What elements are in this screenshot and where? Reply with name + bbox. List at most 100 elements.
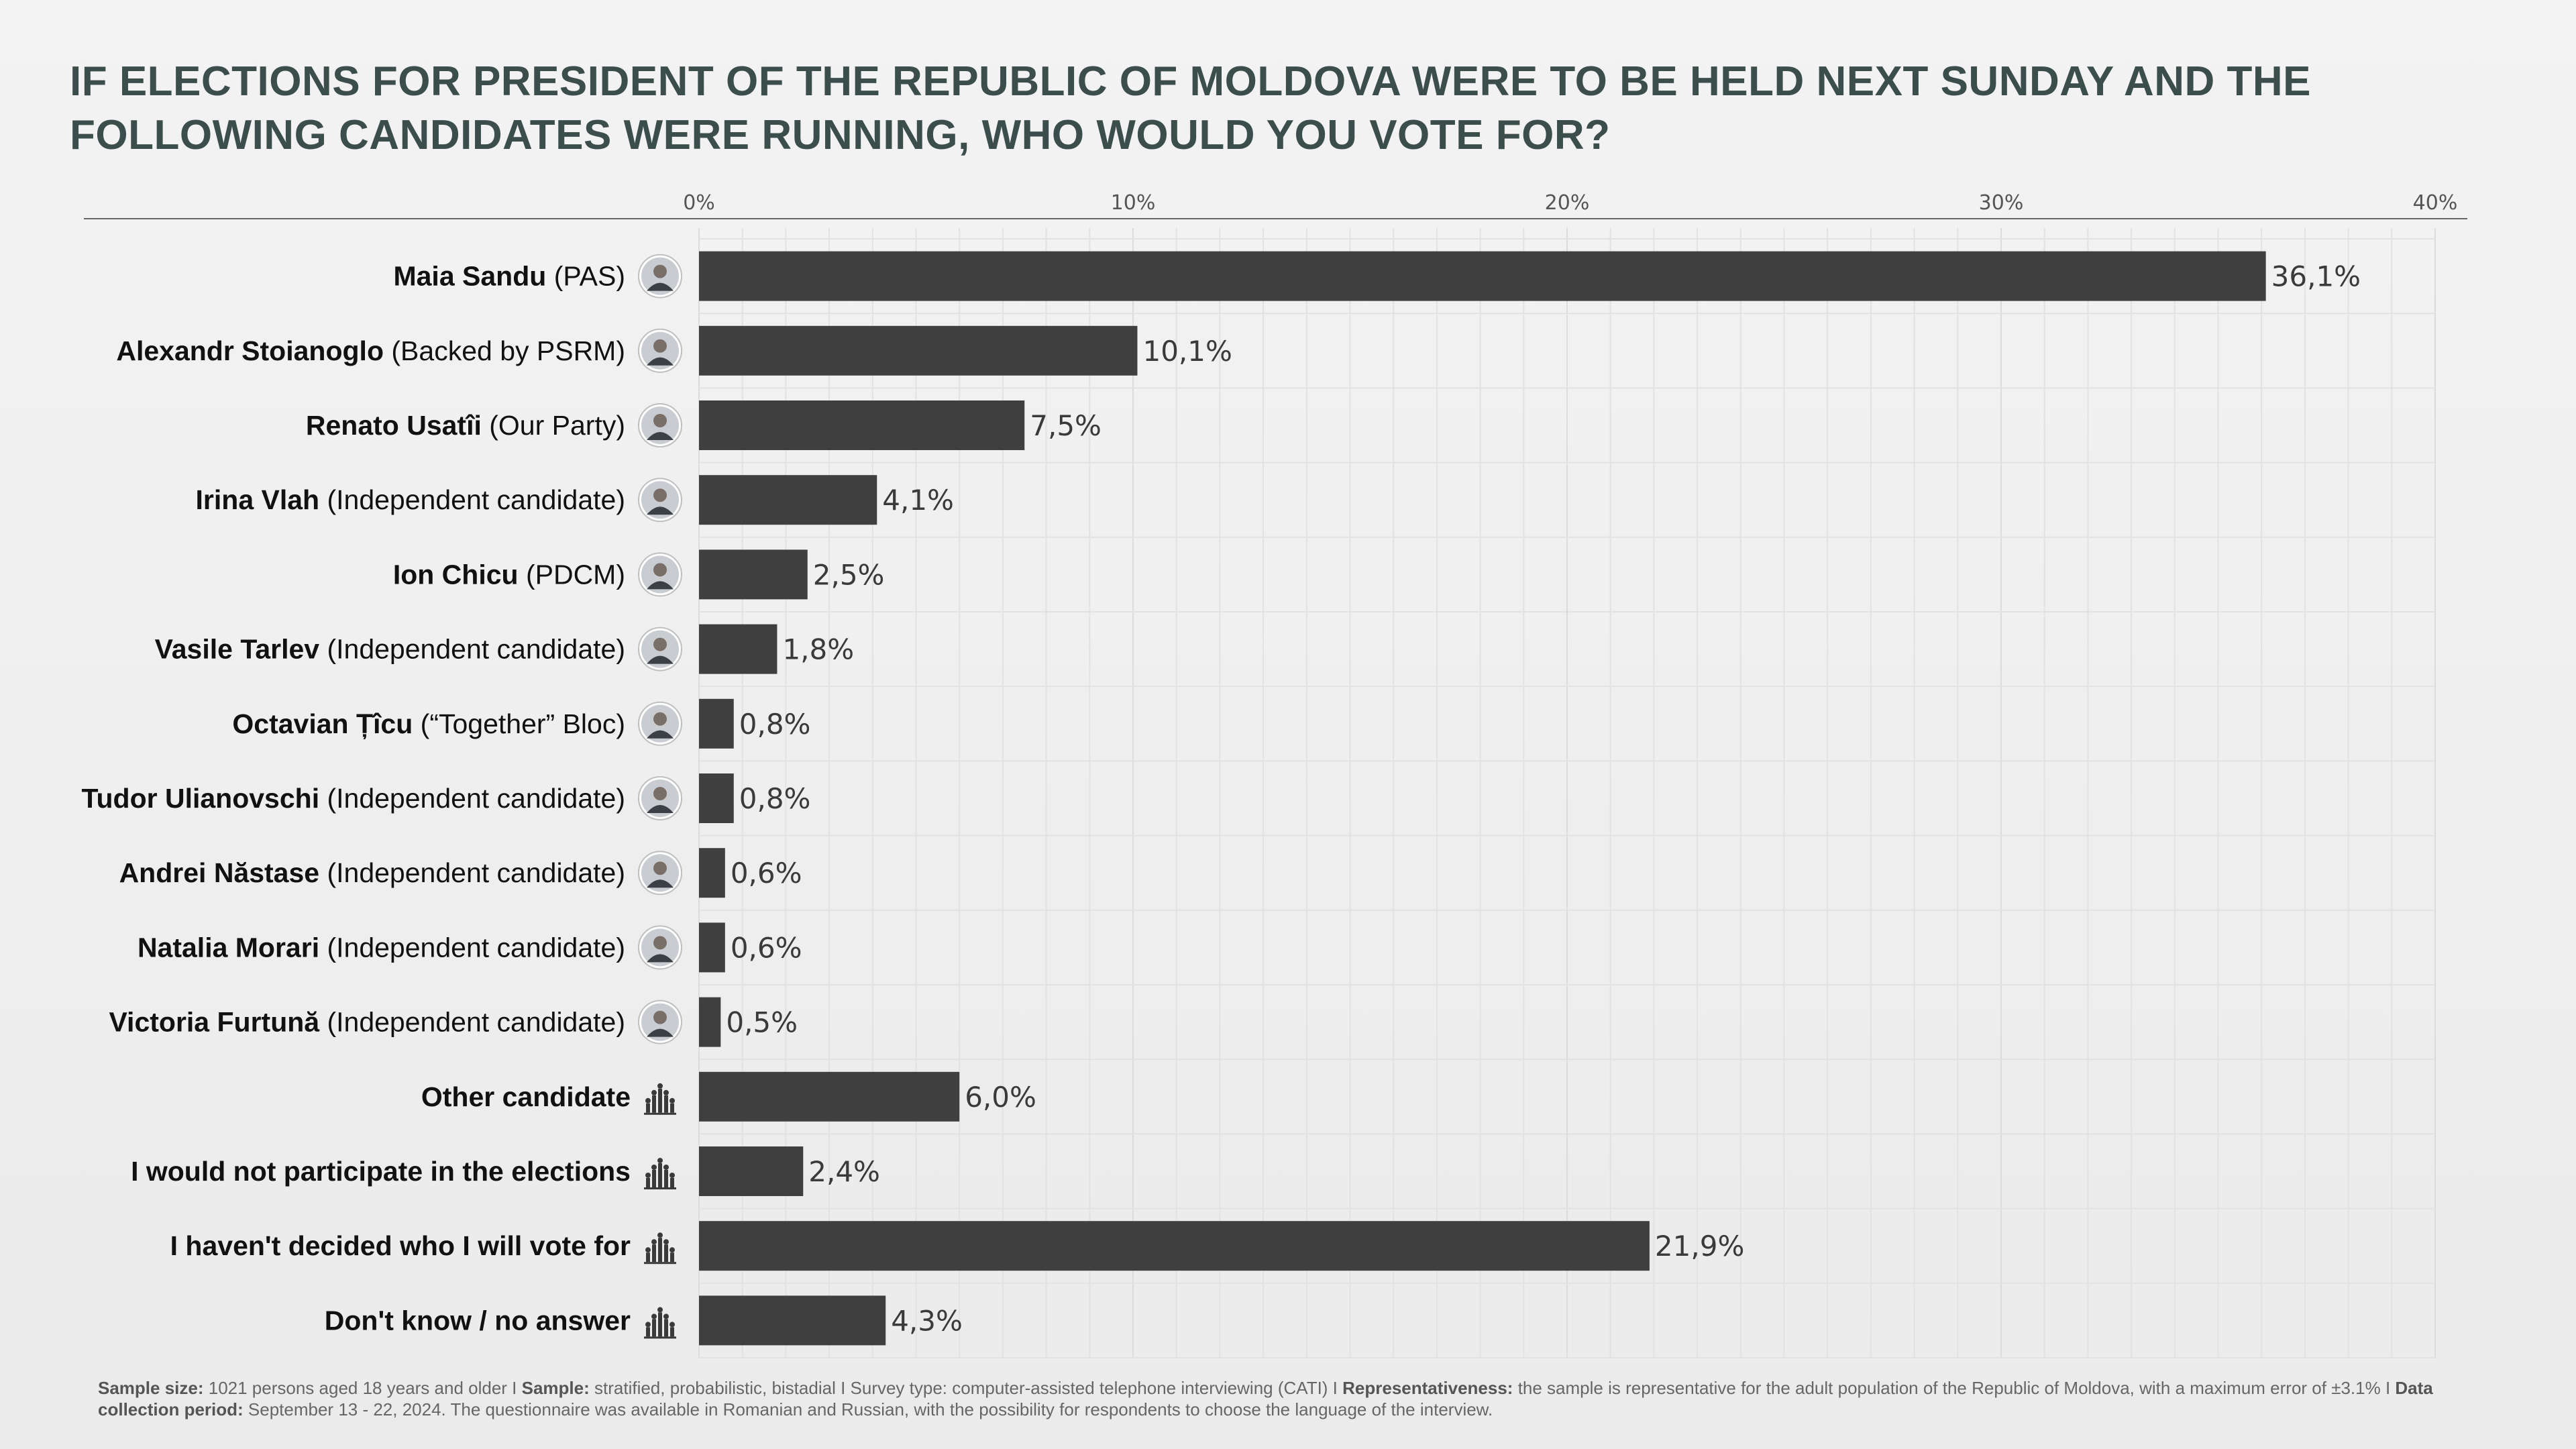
bar-row: Vasile Tarlev (Independent candidate) 1,8…: [155, 624, 854, 674]
category-label: I would not participate in the elections: [131, 1156, 631, 1187]
category-label: Maia Sandu (PAS): [393, 261, 625, 292]
value-label: 4,3%: [891, 1304, 963, 1337]
bar-row: Renato Usatîi (Our Party) 7,5%: [306, 400, 1102, 450]
bar-row: Victoria Furtună (Independent candidate)…: [109, 997, 798, 1047]
portrait-icon: [638, 552, 682, 597]
category-affiliation: (PDCM): [519, 559, 625, 590]
portrait-icon: [638, 1000, 682, 1044]
category-name: Ion Chicu: [393, 559, 519, 590]
category-affiliation: (Independent candidate): [319, 932, 625, 963]
bar: [699, 698, 734, 749]
category-name: I would not participate in the elections: [131, 1156, 631, 1187]
crowd-icon: [644, 1083, 676, 1115]
bar-row: Maia Sandu (PAS) 36,1%: [393, 251, 2361, 301]
category-name: Natalia Morari: [138, 932, 319, 963]
sample-size-text: 1021 persons aged 18 years and older I: [203, 1378, 522, 1398]
bar: [699, 1071, 960, 1122]
portrait-icon: [638, 851, 682, 896]
category-affiliation: (Independent candidate): [319, 783, 625, 814]
category-name: Victoria Furtună: [109, 1007, 320, 1038]
portrait-icon: [638, 403, 682, 447]
category-label: Tudor Ulianovschi (Independent candidate…: [81, 783, 625, 814]
category-label: Octavian Țîcu (“Together” Bloc): [232, 708, 625, 739]
bar: [699, 325, 1138, 376]
period-label: Data collection period:: [98, 1378, 2433, 1419]
category-name: Maia Sandu: [393, 261, 546, 292]
bar-row: Octavian Țîcu (“Together” Bloc) 0,8%: [232, 698, 811, 749]
category-label: I haven't decided who I will vote for: [170, 1230, 631, 1261]
category-name: Renato Usatîi: [306, 410, 482, 441]
category-label: Ion Chicu (PDCM): [393, 559, 625, 590]
sample-text: stratified, probabilistic, bistadial I S…: [589, 1378, 1343, 1398]
category-name: I haven't decided who I will vote for: [170, 1230, 631, 1261]
value-label: 10,1%: [1142, 335, 1232, 368]
value-label: 4,1%: [882, 484, 954, 517]
value-label: 21,9%: [1655, 1230, 1744, 1263]
representativeness-text: the sample is representative for the adu…: [1513, 1378, 2396, 1398]
crowd-icon: [644, 1232, 676, 1265]
x-tick-label: 10%: [1111, 191, 1156, 215]
sample-size-label: Sample size:: [98, 1378, 204, 1398]
value-label: 0,6%: [731, 857, 802, 890]
category-affiliation: (Independent candidate): [319, 484, 625, 515]
category-label: Natalia Morari (Independent candidate): [138, 932, 625, 963]
category-affiliation: (Backed by PSRM): [384, 335, 625, 366]
category-name: Alexandr Stoianoglo: [116, 335, 384, 366]
category-affiliation: (PAS): [546, 261, 625, 292]
category-name: Andrei Năstase: [119, 857, 320, 888]
bar: [699, 549, 808, 600]
bar: [699, 848, 725, 898]
representativeness-label: Representativeness:: [1342, 1378, 1513, 1398]
category-name: Vasile Tarlev: [155, 634, 320, 665]
bar-row: Other candidate 6,0%: [421, 1071, 1036, 1122]
bar: [699, 1295, 886, 1346]
category-affiliation: (Our Party): [482, 410, 625, 441]
category-affiliation: (“Together” Bloc): [413, 708, 625, 739]
value-label: 36,1%: [2271, 260, 2361, 293]
category-label: Other candidate: [421, 1081, 631, 1112]
bar-row: I would not participate in the elections…: [131, 1146, 880, 1196]
bar-row: Andrei Năstase (Independent candidate) 0,…: [119, 848, 802, 898]
value-label: 0,8%: [739, 708, 811, 741]
category-label: Alexandr Stoianoglo (Backed by PSRM): [116, 335, 625, 366]
category-label: Don't know / no answer: [325, 1305, 631, 1336]
bar: [699, 1221, 1650, 1271]
value-label: 0,6%: [731, 931, 802, 964]
crowd-icon: [644, 1307, 676, 1339]
bar: [699, 997, 721, 1047]
bar: [699, 773, 734, 823]
portrait-icon: [638, 925, 682, 970]
category-label: Vasile Tarlev (Independent candidate): [155, 634, 625, 665]
bar-row: Natalia Morari (Independent candidate) 0,…: [138, 922, 802, 973]
category-affiliation: (Independent candidate): [319, 634, 625, 665]
x-tick-label: 40%: [2413, 191, 2458, 215]
bar-row: Alexandr Stoianoglo (Backed by PSRM) 10,1…: [116, 325, 1232, 376]
bar: [699, 624, 777, 674]
x-tick-label: 0%: [683, 191, 715, 215]
category-affiliation: (Independent candidate): [319, 1007, 625, 1038]
category-affiliation: (Independent candidate): [319, 857, 625, 888]
bar-row: Irina Vlah (Independent candidate) 4,1%: [196, 475, 954, 525]
bar-row: Ion Chicu (PDCM) 2,5%: [393, 549, 884, 600]
value-label: 2,4%: [808, 1155, 880, 1188]
chart-title: IF ELECTIONS FOR PRESIDENT OF THE REPUBL…: [70, 58, 2312, 158]
value-label: 7,5%: [1030, 409, 1102, 442]
x-tick-label: 30%: [1979, 191, 2024, 215]
bar-row: Tudor Ulianovschi (Independent candidate…: [81, 773, 810, 823]
category-label: Renato Usatîi (Our Party): [306, 410, 625, 441]
category-label: Andrei Năstase (Independent candidate): [119, 857, 625, 888]
bar: [699, 251, 2266, 301]
portrait-icon: [638, 254, 682, 299]
portrait-icon: [638, 627, 682, 672]
category-name: Tudor Ulianovschi: [81, 783, 319, 814]
category-label: Victoria Furtună (Independent candidate): [109, 1007, 625, 1038]
crowd-icon: [644, 1158, 676, 1189]
category-name: Other candidate: [421, 1081, 631, 1112]
value-label: 0,8%: [739, 782, 811, 815]
bar: [699, 400, 1025, 450]
x-axis-ticks: 0% 10% 20% 30% 40%: [683, 191, 2457, 215]
portrait-icon: [638, 776, 682, 820]
category-name: Don't know / no answer: [325, 1305, 631, 1336]
sample-label: Sample:: [521, 1378, 590, 1398]
